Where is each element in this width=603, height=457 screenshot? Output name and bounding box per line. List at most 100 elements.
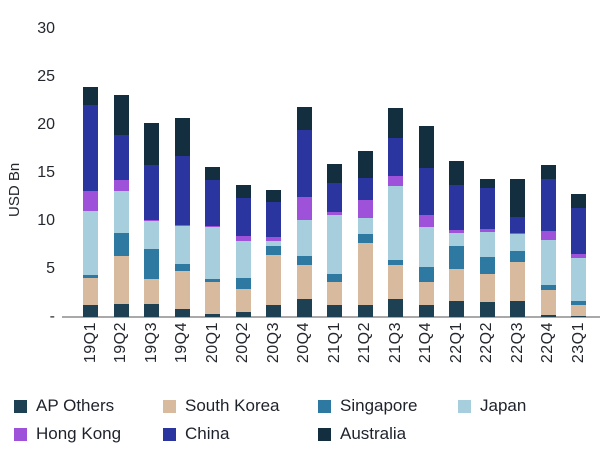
bar-21Q2 — [357, 150, 373, 317]
bar-segment-south-korea — [174, 270, 190, 310]
y-tick-label: 5 — [46, 260, 55, 277]
bar-segment-ap-others — [388, 298, 403, 317]
bar-segment-hong-kong — [357, 199, 373, 219]
bar-segment-japan — [266, 241, 281, 246]
bar-segment-south-korea — [266, 254, 281, 306]
bar-23Q1 — [571, 194, 586, 317]
bar-segment-south-korea — [83, 277, 98, 306]
legend-swatch-icon — [14, 427, 27, 441]
bar-segment-singapore — [83, 274, 98, 278]
bar-segment-japan — [296, 220, 312, 256]
bar-segment-japan — [540, 240, 556, 286]
bar-segment-singapore — [571, 300, 586, 305]
bar-segment-australia — [83, 86, 98, 105]
bar-segment-south-korea — [571, 304, 586, 317]
legend-label: South Korea — [185, 396, 280, 415]
bar-22Q1 — [449, 160, 464, 317]
bar-segment-australia — [510, 178, 525, 218]
bar-segment-hong-kong — [83, 191, 98, 212]
bar-segment-south-korea — [113, 255, 129, 304]
x-tick-label-22Q3: 22Q3 — [508, 322, 526, 364]
bar-segment-japan — [205, 226, 220, 279]
bar-segment-japan — [357, 218, 373, 234]
bar-segment-china — [83, 104, 98, 192]
bar-segment-ap-others — [83, 305, 98, 317]
bar-segment-china — [357, 177, 373, 200]
y-tick-label-zero: - — [49, 308, 55, 325]
bar-segment-south-korea — [418, 282, 434, 306]
legend: AP Others South Korea Singapore Japan Hong K… — [0, 392, 603, 452]
bar-segment-australia — [144, 123, 159, 166]
bar-segment-ap-others — [357, 305, 373, 317]
legend-label: Hong Kong — [36, 424, 122, 443]
bar-segment-china — [174, 155, 190, 225]
bar-segment-ap-others — [235, 312, 251, 317]
y-tick-label: 15 — [37, 164, 55, 181]
bar-21Q3 — [388, 107, 403, 317]
bar-segment-japan — [235, 241, 251, 278]
bar-segment-hong-kong — [540, 230, 556, 241]
y-axis-tick-labels: 30 25 20 15 10 5 - — [0, 20, 55, 325]
bar-segment-japan — [144, 221, 159, 249]
bar-segment-australia — [327, 164, 342, 183]
x-tick-label-20Q3: 20Q3 — [264, 322, 282, 364]
legend-item-south-korea: South Korea — [163, 396, 280, 416]
bar-19Q2 — [113, 95, 129, 317]
bar-segment-china — [510, 217, 525, 233]
bar-segment-singapore — [540, 285, 556, 291]
bar-segment-south-korea — [235, 289, 251, 313]
bar-segment-australia — [571, 194, 586, 208]
bar-segment-south-korea — [388, 265, 403, 299]
bar-segment-china — [266, 201, 281, 238]
bar-segment-china — [388, 137, 403, 176]
bar-segment-australia — [113, 95, 129, 135]
bar-segment-china — [479, 188, 495, 229]
legend-swatch-icon — [14, 399, 27, 413]
bar-20Q1 — [205, 167, 220, 317]
bar-segment-hong-kong — [479, 228, 495, 232]
bar-segment-china — [571, 207, 586, 254]
bar-segment-south-korea — [205, 281, 220, 315]
x-tick-label-21Q3: 21Q3 — [386, 322, 404, 364]
bar-segment-hong-kong — [388, 175, 403, 186]
bar-21Q4 — [418, 126, 434, 317]
bar-segment-japan — [479, 231, 495, 257]
bar-segment-singapore — [205, 278, 220, 282]
bar-segment-ap-others — [296, 298, 312, 317]
bar-segment-australia — [205, 167, 220, 180]
bar-segment-china — [235, 198, 251, 237]
bar-segment-china — [327, 182, 342, 213]
x-tick-label-22Q4: 22Q4 — [539, 322, 556, 364]
bar-segment-ap-others — [510, 300, 525, 317]
bar-segment-south-korea — [357, 243, 373, 306]
bar-segment-south-korea — [296, 265, 312, 299]
legend-label: Japan — [480, 396, 527, 415]
x-axis-line — [62, 316, 600, 318]
bar-segment-china — [205, 179, 220, 226]
bar-segment-singapore — [266, 245, 281, 255]
bar-22Q4 — [540, 165, 556, 317]
x-tick-label-19Q2: 19Q2 — [112, 322, 129, 364]
legend-item-hong-kong: Hong Kong — [14, 424, 121, 444]
bar-segment-singapore — [479, 256, 495, 274]
bar-segment-japan — [113, 191, 129, 234]
bar-segment-china — [418, 168, 434, 216]
legend-item-australia: Australia — [318, 424, 406, 444]
bar-19Q1 — [83, 86, 98, 317]
bar-segment-ap-others — [418, 305, 434, 317]
legend-swatch-icon — [318, 399, 331, 413]
bar-segment-ap-others — [174, 309, 190, 317]
bar-segment-australia — [174, 118, 190, 156]
bar-segment-ap-others — [327, 305, 342, 317]
bar-segment-singapore — [174, 264, 190, 271]
x-tick-label-20Q4: 20Q4 — [295, 322, 312, 364]
bar-segment-south-korea — [479, 273, 495, 302]
bar-segment-ap-others — [540, 315, 556, 317]
bar-segment-south-korea — [510, 262, 525, 301]
bar-segment-china — [540, 178, 556, 231]
y-tick-label: 20 — [37, 116, 55, 133]
y-tick-label: 25 — [37, 68, 55, 85]
bar-segment-singapore — [388, 260, 403, 266]
bar-segment-japan — [571, 258, 586, 301]
bar-segment-ap-others — [205, 314, 220, 317]
